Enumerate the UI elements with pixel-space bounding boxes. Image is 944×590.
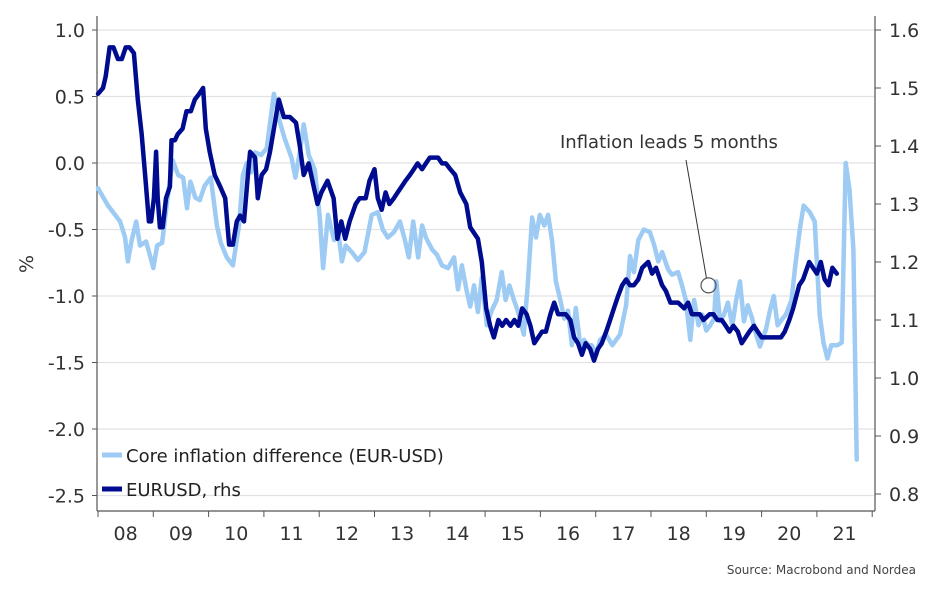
left-tick-label: 0.5	[55, 87, 85, 109]
series-line-eurusd	[95, 45, 840, 363]
left-tick-label: -1.0	[48, 286, 85, 308]
left-tick-label: 1.0	[55, 20, 85, 42]
right-tick-label: 1.0	[889, 368, 919, 390]
right-tick-label: 1.4	[889, 136, 919, 158]
right-tick-label: 0.9	[889, 426, 919, 448]
series-group	[95, 45, 859, 462]
x-tick-label: 13	[390, 523, 414, 545]
annotation-circle	[700, 277, 717, 294]
x-tick-label: 12	[335, 523, 359, 545]
x-axis-ticks: 08 09 10 11 12 13 14 15 16 17 18 19 20 21	[97, 511, 873, 545]
x-tick-label: 16	[556, 523, 580, 545]
right-tick-label: 1.3	[889, 194, 919, 216]
legend-label-core-inflation: Core inflation difference (EUR-USD)	[126, 446, 444, 467]
y-axis-label: %	[16, 255, 38, 273]
left-axis-ticks: 1.0 0.5 0.0 -0.5 -1.0 -1.5 -2.0 -2.5	[48, 20, 97, 508]
x-tick-label: 19	[722, 523, 746, 545]
x-tick-label: 14	[445, 523, 469, 545]
x-tick-label: 21	[832, 523, 856, 545]
source-note: Source: Macrobond and Nordea	[727, 563, 916, 577]
axes	[96, 16, 876, 512]
x-tick-label: 10	[224, 523, 248, 545]
x-tick-label: 20	[777, 523, 801, 545]
right-tick-label: 1.1	[889, 310, 919, 332]
x-tick-label: 17	[611, 523, 635, 545]
right-axis-ticks: 1.6 1.5 1.4 1.3 1.2 1.1 1.0 0.9 0.8	[875, 20, 919, 506]
right-tick-label: 1.5	[889, 78, 919, 100]
gridlines	[97, 29, 875, 497]
legend: Core inflation difference (EUR-USD) EURU…	[102, 446, 444, 501]
annotation: Inflation leads 5 months	[560, 132, 778, 294]
annotation-leader-line	[685, 159, 708, 279]
x-tick-label: 09	[169, 523, 193, 545]
x-tick-label: 11	[279, 523, 303, 545]
series-line-core-inflation	[95, 91, 859, 462]
left-tick-label: -2.5	[48, 486, 85, 508]
annotation-text: Inflation leads 5 months	[560, 132, 778, 153]
right-tick-label: 1.2	[889, 252, 919, 274]
left-tick-label: -0.5	[48, 220, 85, 242]
x-tick-label: 15	[501, 523, 525, 545]
legend-label-eurusd: EURUSD, rhs	[126, 480, 241, 501]
left-tick-label: 0.0	[55, 153, 85, 175]
left-tick-label: -2.0	[48, 419, 85, 441]
x-tick-label: 18	[667, 523, 691, 545]
left-tick-label: -1.5	[48, 353, 85, 375]
right-tick-label: 1.6	[889, 20, 919, 42]
right-tick-label: 0.8	[889, 484, 919, 506]
x-tick-label: 08	[114, 523, 138, 545]
